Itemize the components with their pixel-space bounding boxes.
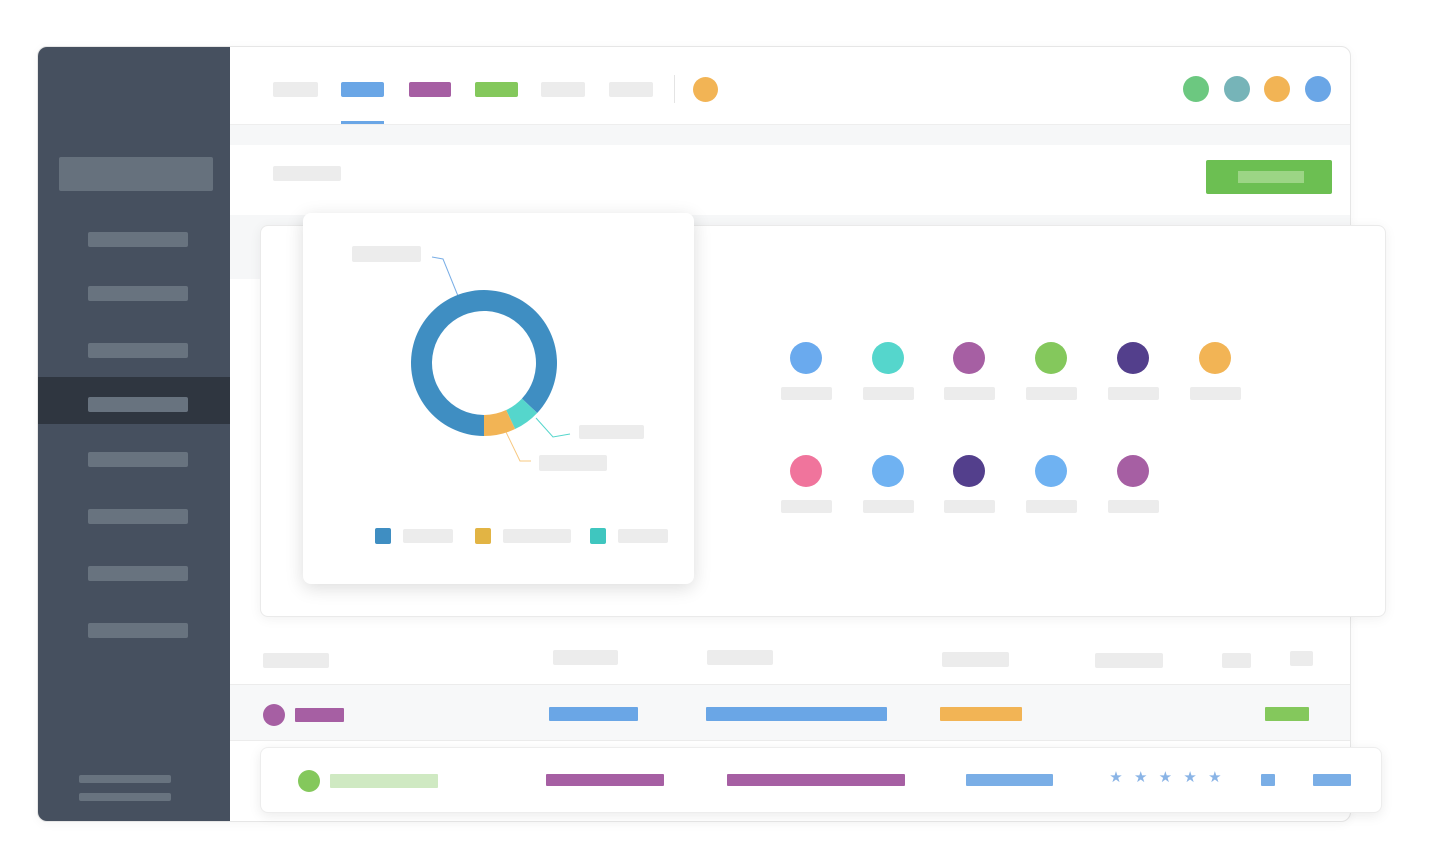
active-tab-underline xyxy=(341,121,384,124)
row-action[interactable] xyxy=(1313,774,1351,786)
column-header[interactable] xyxy=(707,650,773,665)
member-name xyxy=(944,500,996,513)
row-avatar xyxy=(298,770,320,792)
member-avatar[interactable] xyxy=(871,342,904,374)
row-cell xyxy=(706,707,887,721)
top-nav xyxy=(230,47,1350,125)
star-icon[interactable]: ★ xyxy=(1208,769,1222,786)
star-icon[interactable]: ★ xyxy=(1109,769,1123,786)
legend-swatch xyxy=(475,528,491,544)
member-avatar[interactable] xyxy=(1116,455,1149,487)
page-title xyxy=(273,166,341,181)
sidebar-logo xyxy=(59,157,213,191)
member-name xyxy=(862,500,914,513)
member-name xyxy=(862,387,914,400)
row-status xyxy=(1265,707,1309,721)
header-icon-button[interactable] xyxy=(1223,76,1250,102)
callout-label xyxy=(539,455,607,471)
column-header[interactable] xyxy=(1095,653,1163,668)
member-avatar[interactable] xyxy=(1035,342,1068,374)
row-cell xyxy=(546,774,664,786)
member-avatar[interactable] xyxy=(1198,342,1231,374)
member-name xyxy=(781,387,832,400)
nav-divider xyxy=(674,75,675,103)
legend-label xyxy=(403,529,453,543)
nav-tab[interactable] xyxy=(541,82,585,97)
member-avatar[interactable] xyxy=(953,342,986,374)
member-name xyxy=(944,387,996,400)
member-avatar[interactable] xyxy=(871,455,904,487)
row-avatar xyxy=(263,704,285,726)
nav-tab[interactable] xyxy=(609,82,653,97)
sidebar-footer-line xyxy=(79,793,171,801)
column-header[interactable] xyxy=(263,653,329,668)
member-name xyxy=(1107,500,1159,513)
primary-button-label xyxy=(1238,171,1304,183)
member-name xyxy=(1026,500,1078,513)
member-avatar[interactable] xyxy=(790,342,822,374)
status-indicator[interactable] xyxy=(693,77,718,102)
legend-label xyxy=(618,529,668,543)
star-icon[interactable]: ★ xyxy=(1133,769,1148,786)
sidebar-item[interactable] xyxy=(88,623,188,638)
member-name xyxy=(1026,387,1078,400)
table-row[interactable] xyxy=(230,684,1350,741)
nav-tab[interactable] xyxy=(341,82,384,97)
legend-swatch xyxy=(375,528,391,544)
column-header[interactable] xyxy=(1290,651,1313,666)
member-avatar[interactable] xyxy=(790,455,822,487)
column-header[interactable] xyxy=(1222,653,1251,668)
legend-label xyxy=(503,529,571,543)
nav-tab[interactable] xyxy=(409,82,451,97)
row-cell xyxy=(940,707,1022,721)
primary-button[interactable] xyxy=(1206,160,1332,194)
sidebar-item[interactable] xyxy=(88,566,188,581)
sidebar-item[interactable] xyxy=(88,286,188,301)
column-header[interactable] xyxy=(553,650,618,665)
row-cell xyxy=(549,707,638,721)
legend-swatch xyxy=(590,528,606,544)
member-avatar[interactable] xyxy=(953,455,986,487)
star-icon[interactable]: ★ xyxy=(1158,769,1173,786)
sidebar-item[interactable] xyxy=(88,509,188,524)
sidebar-item[interactable] xyxy=(88,397,188,412)
member-avatar[interactable] xyxy=(1116,342,1149,374)
member-avatar[interactable] xyxy=(1035,455,1068,487)
sidebar-footer-line xyxy=(79,775,171,783)
row-cell xyxy=(966,774,1053,786)
header-icon-button[interactable] xyxy=(1304,76,1331,102)
sidebar-item[interactable] xyxy=(88,343,188,358)
callout-label xyxy=(352,246,421,262)
sidebar-item[interactable] xyxy=(88,452,188,467)
row-cell xyxy=(727,774,905,786)
header-icon-button[interactable] xyxy=(1183,76,1209,102)
sidebar-item[interactable] xyxy=(88,232,188,247)
header-icon-button[interactable] xyxy=(1264,76,1290,102)
toolbar-band xyxy=(230,125,1350,145)
callout-label xyxy=(579,425,644,439)
member-name xyxy=(781,500,832,513)
member-name xyxy=(1189,387,1241,400)
nav-tab[interactable] xyxy=(273,82,318,97)
row-tag[interactable] xyxy=(1261,774,1275,786)
nav-tab[interactable] xyxy=(475,82,518,97)
row-name xyxy=(330,774,438,788)
member-name xyxy=(1107,387,1159,400)
star-icon[interactable]: ★ xyxy=(1183,769,1197,786)
row-name xyxy=(295,708,344,722)
column-header[interactable] xyxy=(942,652,1009,667)
